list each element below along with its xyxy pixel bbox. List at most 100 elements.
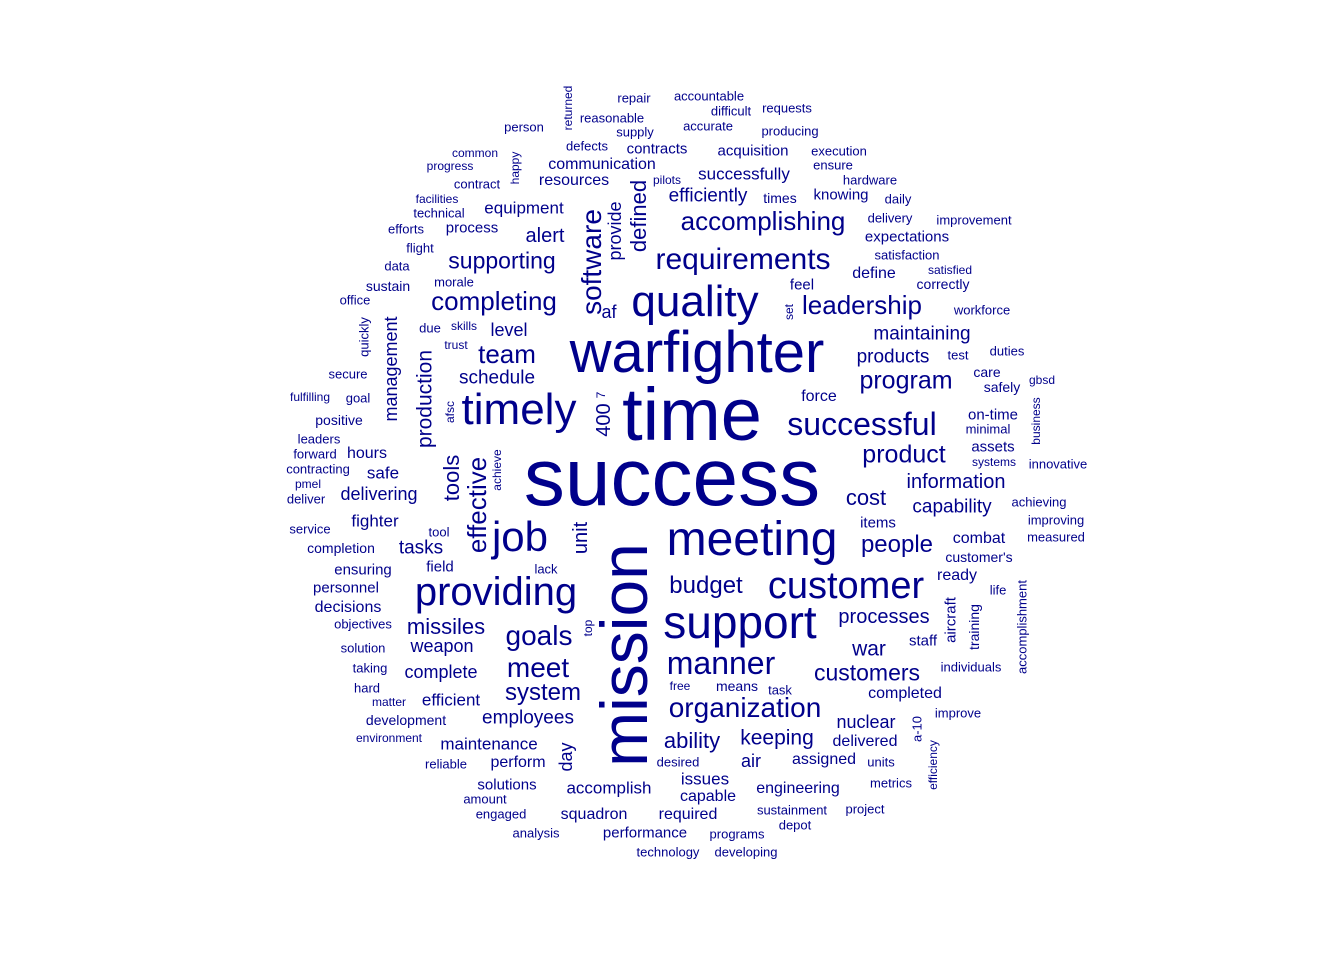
word-accountable: accountable [673,88,745,104]
word-successfully: successfully [698,164,790,184]
word-project: project [845,801,885,817]
word-customer: customer [767,565,925,607]
word-tasks: tasks [398,537,444,559]
word-meeting: meeting [666,513,838,566]
word-secure: secure [328,366,368,382]
word-customers: customers [813,659,921,686]
word-cost: cost [845,485,887,510]
word-employees: employees [482,707,574,729]
word-provide: provide [605,201,625,261]
word-repair: repair [617,90,651,106]
word-software: software [576,209,607,315]
word-assigned: assigned [791,751,857,768]
word-sustain: sustain [365,278,411,294]
word-war: war [852,637,886,661]
word-efforts: efforts [388,221,424,237]
word-budget: budget [669,572,743,599]
word-time: time [622,373,762,456]
word-efficiently: efficiently [668,185,748,207]
word-objectives: objectives [334,616,392,632]
word-free: free [669,679,691,693]
word-af: af [601,302,617,322]
word-execution: execution [811,143,867,159]
word-meet: meet [506,652,570,683]
word-delivery: delivery [867,210,913,226]
word-capability: capability [912,496,992,518]
word-daily: daily [884,191,912,207]
word-people: people [860,531,934,558]
word-process: process [445,219,499,237]
word-achieve: achieve [490,449,504,491]
word-facilities: facilities [415,192,459,206]
word-skills: skills [451,319,477,333]
word-requests: requests [762,100,812,116]
word-times: times [763,190,797,206]
word-development: development [365,712,447,728]
word-minimal: minimal [965,421,1011,437]
word-mission: mission [587,543,661,767]
word-feel: feel [789,276,815,294]
word-technical: technical [413,205,465,221]
word-staff: staff [908,632,938,650]
word-resources: resources [538,172,610,189]
word-systems: systems [971,455,1017,469]
word-service: service [289,521,331,537]
word-day: day [556,742,576,772]
word-lack: lack [534,561,558,577]
word-programs: programs [709,826,765,842]
word-management: management [381,316,401,422]
word-difficult: difficult [710,103,752,119]
word-ensure: ensure [813,157,853,173]
word-information: information [906,471,1006,493]
word-warfighter: warfighter [569,320,825,385]
word-nuclear: nuclear [836,712,896,732]
word-satisfaction: satisfaction [874,247,940,263]
word-alert: alert [525,225,565,247]
word-person: person [504,119,544,135]
word-perform: perform [490,754,546,771]
word-defined: defined [626,179,651,253]
word-successful: successful [787,406,937,442]
word-job: job [491,513,549,560]
word-metrics: metrics [870,775,912,791]
word-means: means [715,678,759,694]
word-manner: manner [666,645,776,681]
word-analysis: analysis [512,825,560,841]
word-deliver: deliver [286,491,326,507]
word-due: due [419,320,441,336]
word-care: care [973,364,1001,380]
word-performance: performance [602,824,688,842]
word-business: business [1029,397,1043,445]
word-training: training [966,604,982,650]
word-aircraft: aircraft [942,597,960,643]
word-pilots: pilots [652,173,682,187]
word-level: level [490,320,528,340]
word-accomplish: accomplish [566,778,652,798]
word-products: products [856,346,930,368]
word-life: life [989,582,1007,598]
word-organization: organization [668,692,822,723]
word-office: office [339,292,371,308]
word-contracting: contracting [286,461,350,477]
word-missiles: missiles [406,614,486,639]
word-efficiency: efficiency [926,740,940,790]
word-goal: goal [345,390,371,406]
word-support: support [663,596,817,648]
word-providing: providing [414,570,578,614]
word-completion: completion [307,540,375,556]
word-define: define [852,265,896,282]
word-supporting: supporting [448,247,556,274]
word-field: field [426,558,454,576]
word-keeping: keeping [740,726,814,750]
word-weapon: weapon [410,636,474,656]
word-common: common [451,146,499,160]
word-reliable: reliable [425,756,467,772]
word-data: data [384,258,410,274]
word-hard: hard [353,680,381,696]
word-complete: complete [404,662,478,682]
word-achieving: achieving [1011,494,1067,510]
word-expectations: expectations [864,228,950,246]
word-test: test [947,347,969,363]
word-improving: improving [1027,512,1085,528]
